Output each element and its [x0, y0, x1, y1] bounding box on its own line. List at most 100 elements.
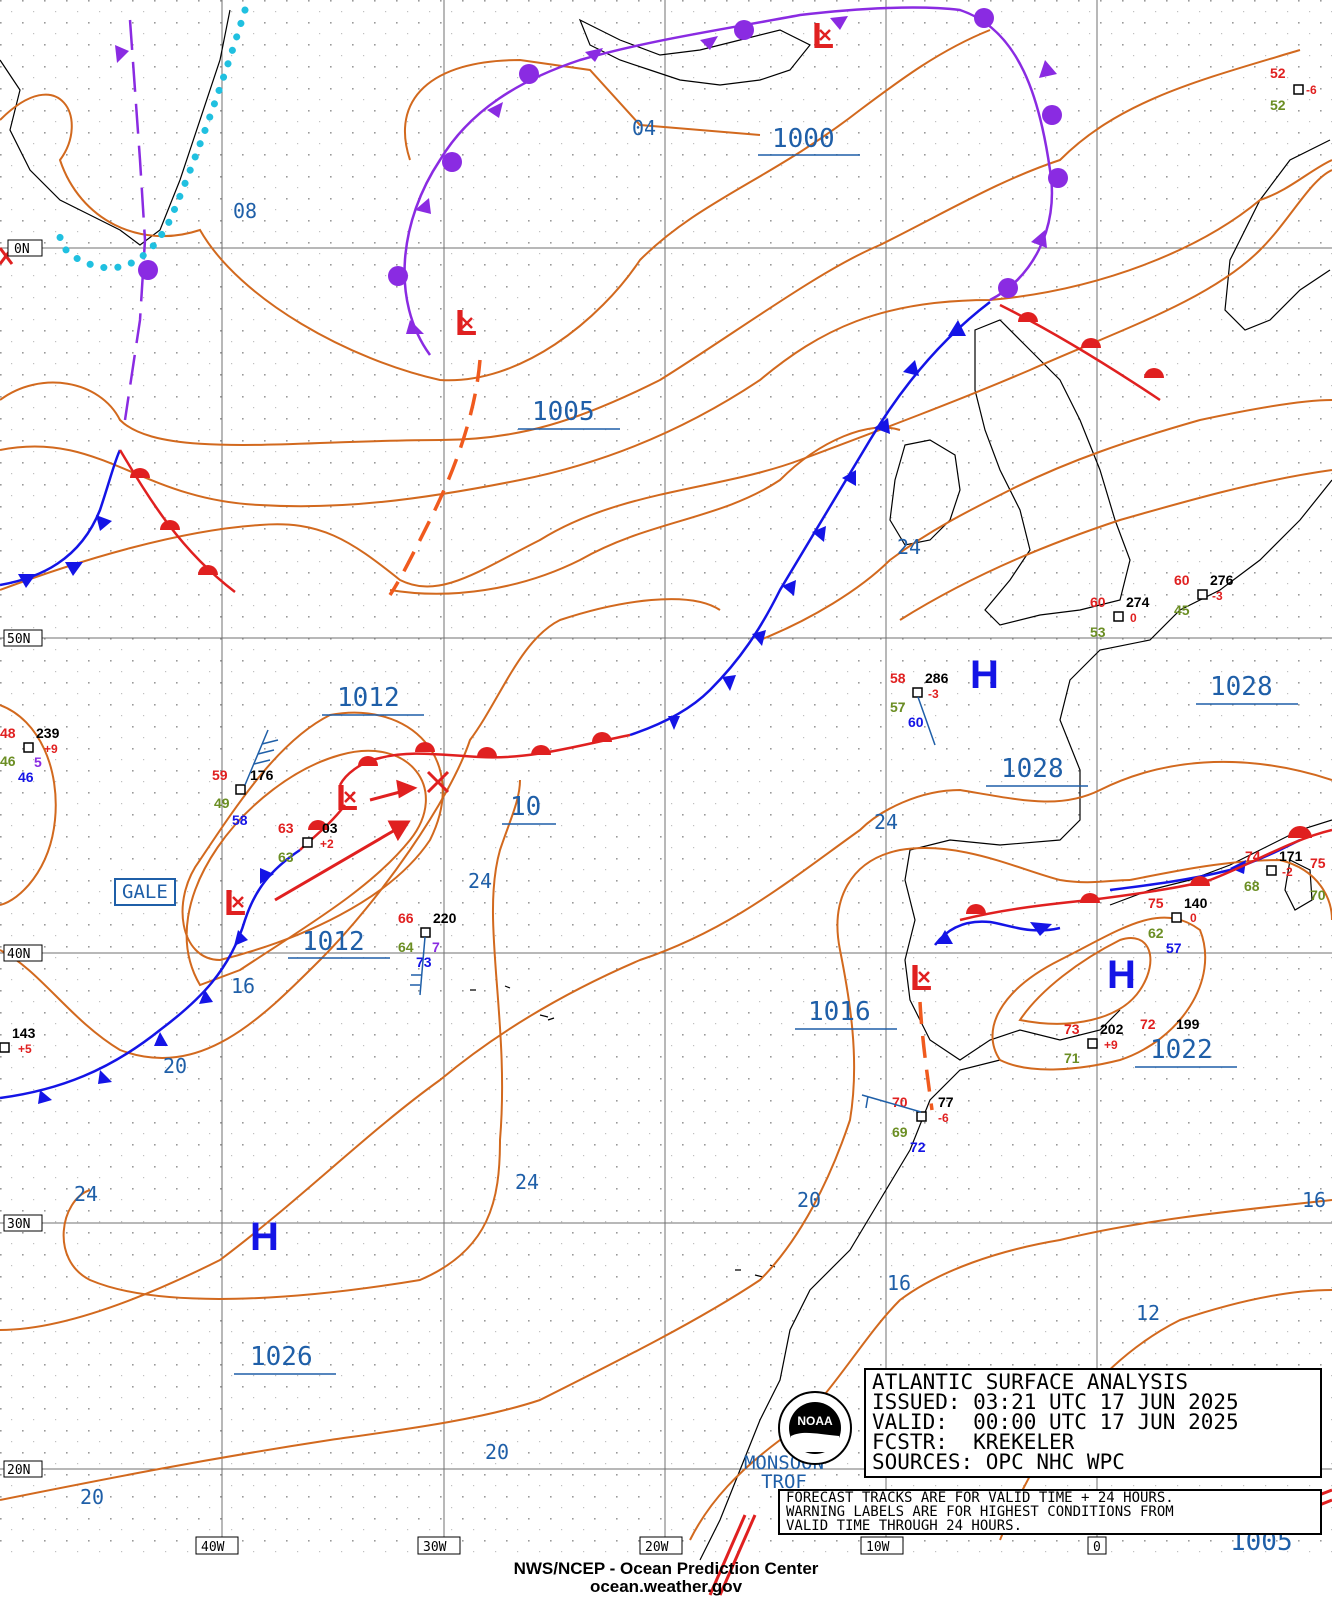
isobar-1012a	[0, 159, 1332, 508]
svg-text:70: 70	[892, 1094, 908, 1110]
note-line-1: FORECAST TRACKS ARE FOR VALID TIME + 24 …	[786, 1490, 1174, 1506]
lat-label-20n: 20N	[7, 1463, 30, 1478]
isobar-label-20-west: 20	[163, 1054, 187, 1078]
svg-text:58: 58	[232, 812, 248, 828]
high-center-atlantic: H	[250, 1215, 279, 1259]
isobar-1016b	[689, 1199, 1332, 1541]
svg-text:58: 58	[890, 670, 906, 686]
isobar-label-24-ireland: 24	[897, 535, 921, 559]
isobar-1028a	[899, 469, 1332, 621]
svg-text:03: 03	[322, 820, 338, 836]
graticule	[0, 0, 1332, 1545]
svg-text:+5: +5	[18, 1042, 32, 1056]
station-obs-8: 276 60 45 -3	[1174, 572, 1234, 618]
station-obs-11: 202 73 71 +9	[1064, 1021, 1124, 1066]
isobar-1024a	[759, 399, 1332, 641]
chart-title: ATLANTIC SURFACE ANALYSIS	[872, 1370, 1189, 1394]
station-obs-9: 140 75 62 0 57	[1148, 895, 1208, 956]
forecast-tracks	[274, 779, 418, 902]
isobar-1012-west	[0, 704, 57, 906]
svg-text:70: 70	[1310, 887, 1326, 903]
isobar-label-08: 08	[233, 199, 257, 223]
norway-coast	[1224, 139, 1331, 331]
svg-text:202: 202	[1100, 1021, 1124, 1037]
isobar-label-1012-north: 1012	[337, 683, 400, 713]
svg-text:5: 5	[34, 754, 42, 770]
svg-text:63: 63	[278, 849, 294, 865]
isobar-1008	[0, 29, 991, 382]
svg-text:72: 72	[910, 1139, 926, 1155]
isobar-label-20-south: 20	[485, 1440, 509, 1464]
isobar-label-04: 04	[632, 116, 656, 140]
isobars	[0, 29, 1332, 1541]
station-obs-12: 199 72	[1140, 1016, 1200, 1032]
footer-url[interactable]: ocean.weather.gov	[589, 1577, 743, 1596]
svg-text:199: 199	[1176, 1016, 1200, 1032]
isobar-1024c	[0, 760, 1332, 1331]
svg-text:74: 74	[1245, 848, 1261, 864]
station-obs-6: 286 58 57 -3 60	[890, 670, 949, 746]
cold-front-symbols	[18, 320, 1246, 1104]
isobar-label-1026: 1026	[250, 1342, 313, 1372]
svg-text:49: 49	[214, 795, 230, 811]
footer-agency: NWS/NCEP - Ocean Prediction Center	[513, 1559, 819, 1578]
troughs	[388, 359, 934, 1111]
svg-text:69: 69	[892, 1124, 908, 1140]
isobar-1024b	[62, 779, 521, 1300]
svg-text:7: 7	[432, 939, 440, 955]
svg-text:60: 60	[1174, 572, 1190, 588]
svg-text:53: 53	[1090, 624, 1106, 640]
station-obs-3: 03 63 63 +2	[278, 820, 338, 865]
svg-text:60: 60	[1090, 594, 1106, 610]
isobar-label-24-west: 24	[74, 1182, 98, 1206]
isobar-label-1005: 1005	[532, 397, 595, 427]
svg-text:73: 73	[416, 954, 432, 970]
low-center-west: L	[224, 882, 246, 923]
svg-text:0: 0	[1130, 611, 1137, 625]
isobar-label-20-mid: 20	[797, 1188, 821, 1212]
svg-text:140: 140	[1184, 895, 1208, 911]
dotted-boundary	[56, 6, 249, 272]
isobar-label-1028-west: 1028	[1001, 754, 1064, 784]
svg-text:75: 75	[1148, 895, 1164, 911]
lat-label-30n: 30N	[7, 1217, 30, 1232]
footer-credit: NWS/NCEP - Ocean Prediction Center ocean…	[0, 1560, 1332, 1596]
svg-text:171: 171	[1279, 848, 1303, 864]
svg-text:+2: +2	[320, 837, 334, 851]
high-center-med: H	[1107, 953, 1136, 997]
isobar-1008b	[0, 49, 1301, 446]
lon-label-10w: 10W	[866, 1540, 890, 1555]
station-obs-4: 220 66 64 73 7	[398, 910, 457, 996]
valid-time: VALID: 00:00 UTC 17 JUN 2025	[872, 1410, 1239, 1434]
svg-text:66: 66	[398, 910, 414, 926]
azores	[470, 985, 555, 1021]
svg-text:52: 52	[1270, 97, 1286, 113]
lat-label-60n: 0N	[14, 242, 30, 257]
note-line-2: WARNING LABELS ARE FOR HIGHEST CONDITION…	[786, 1504, 1174, 1520]
isobar-1022-loop	[991, 916, 1207, 1071]
isobar-label-1028-east: 1028	[1210, 672, 1273, 702]
svg-text:239: 239	[36, 725, 60, 741]
isobar-label-1000: 1000	[772, 124, 835, 154]
isobar-1020c	[0, 846, 1131, 1501]
station-obs-1: 239 48 46 +9 46 5	[0, 725, 60, 785]
low-center-marks	[232, 29, 930, 983]
svg-text:52: 52	[1270, 65, 1286, 81]
svg-text:274: 274	[1126, 594, 1150, 610]
isobar-label-20-sw: 20	[80, 1485, 104, 1509]
svg-text:48: 48	[0, 725, 16, 741]
britain-coast	[974, 319, 1131, 626]
isobar-label-1012-south: 1012	[302, 927, 365, 957]
isobar-1020d	[1129, 858, 1332, 921]
svg-text:-6: -6	[1306, 83, 1317, 97]
svg-text:77: 77	[938, 1094, 954, 1110]
svg-text:57: 57	[1166, 940, 1182, 956]
ireland-coast	[889, 439, 961, 546]
svg-text:68: 68	[1244, 878, 1260, 894]
station-obs-13: 77 70 69 -6 72	[861, 1094, 954, 1155]
svg-text:220: 220	[433, 910, 457, 926]
svg-text:176: 176	[250, 767, 274, 783]
isobar-label-16-east: 16	[1302, 1188, 1326, 1212]
note-line-3: VALID TIME THROUGH 24 HOURS.	[786, 1518, 1023, 1534]
